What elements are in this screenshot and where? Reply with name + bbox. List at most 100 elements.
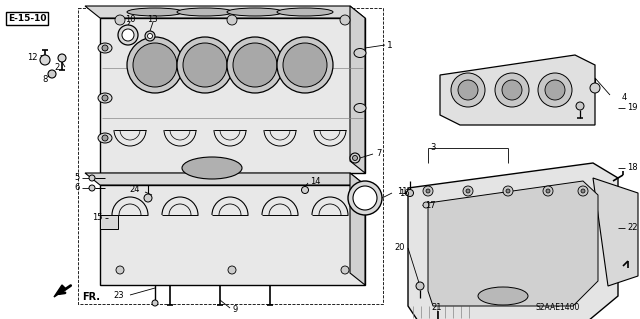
- Text: 11: 11: [397, 188, 408, 197]
- Ellipse shape: [98, 133, 112, 143]
- Text: 2: 2: [54, 63, 60, 72]
- Polygon shape: [85, 173, 365, 185]
- Ellipse shape: [354, 103, 366, 113]
- Text: S2AAE1400: S2AAE1400: [536, 303, 580, 313]
- Polygon shape: [350, 173, 365, 285]
- Text: 20: 20: [394, 243, 405, 253]
- Text: 24: 24: [129, 186, 140, 195]
- Circle shape: [48, 70, 56, 78]
- Circle shape: [102, 95, 108, 101]
- Circle shape: [503, 186, 513, 196]
- Ellipse shape: [354, 48, 366, 57]
- Ellipse shape: [98, 43, 112, 53]
- Circle shape: [423, 202, 429, 208]
- Ellipse shape: [478, 287, 528, 305]
- Circle shape: [152, 300, 158, 306]
- Circle shape: [406, 189, 413, 197]
- Circle shape: [277, 37, 333, 93]
- Circle shape: [40, 55, 50, 65]
- Circle shape: [350, 153, 360, 163]
- Circle shape: [58, 54, 66, 62]
- Text: 10: 10: [125, 16, 135, 25]
- Polygon shape: [408, 163, 618, 319]
- Circle shape: [458, 80, 478, 100]
- Text: 5: 5: [75, 174, 80, 182]
- Circle shape: [118, 25, 138, 45]
- Circle shape: [102, 45, 108, 51]
- Ellipse shape: [127, 8, 183, 16]
- Polygon shape: [440, 55, 595, 125]
- Bar: [100, 215, 118, 229]
- Text: 21: 21: [432, 303, 442, 313]
- Circle shape: [495, 73, 529, 107]
- Circle shape: [423, 186, 433, 196]
- Polygon shape: [350, 6, 365, 173]
- Circle shape: [227, 15, 237, 25]
- Circle shape: [340, 15, 350, 25]
- Circle shape: [89, 185, 95, 191]
- Circle shape: [145, 31, 155, 41]
- Polygon shape: [54, 285, 66, 297]
- Text: 22: 22: [627, 224, 637, 233]
- Ellipse shape: [277, 8, 333, 16]
- Polygon shape: [428, 181, 598, 306]
- Circle shape: [144, 194, 152, 202]
- Text: 19: 19: [627, 102, 637, 112]
- Circle shape: [466, 189, 470, 193]
- Text: 13: 13: [147, 16, 157, 25]
- Circle shape: [122, 29, 134, 41]
- Circle shape: [341, 266, 349, 274]
- Circle shape: [233, 43, 277, 87]
- Ellipse shape: [227, 8, 283, 16]
- Text: 12: 12: [28, 53, 38, 62]
- Circle shape: [147, 33, 152, 39]
- Text: FR.: FR.: [82, 292, 100, 302]
- Circle shape: [183, 43, 227, 87]
- Bar: [100, 18, 365, 173]
- Circle shape: [581, 189, 585, 193]
- Circle shape: [115, 15, 125, 25]
- Circle shape: [543, 186, 553, 196]
- Circle shape: [590, 83, 600, 93]
- Circle shape: [89, 175, 95, 181]
- Circle shape: [576, 102, 584, 110]
- Circle shape: [102, 135, 108, 141]
- Circle shape: [463, 186, 473, 196]
- Text: 18: 18: [627, 162, 637, 172]
- Circle shape: [426, 189, 430, 193]
- Text: 8: 8: [42, 76, 48, 85]
- Ellipse shape: [177, 8, 233, 16]
- Circle shape: [416, 282, 424, 290]
- Circle shape: [283, 43, 327, 87]
- Text: 17: 17: [425, 201, 436, 210]
- Text: 23: 23: [113, 292, 124, 300]
- Circle shape: [451, 73, 485, 107]
- Circle shape: [348, 181, 382, 215]
- Text: 15: 15: [93, 213, 103, 222]
- Circle shape: [578, 186, 588, 196]
- Ellipse shape: [182, 157, 242, 179]
- Circle shape: [301, 187, 308, 194]
- Circle shape: [228, 266, 236, 274]
- Text: 16: 16: [399, 189, 410, 197]
- Circle shape: [177, 37, 233, 93]
- Circle shape: [227, 37, 283, 93]
- Text: 14: 14: [310, 177, 321, 187]
- Text: 9: 9: [232, 306, 237, 315]
- Circle shape: [545, 80, 565, 100]
- Circle shape: [353, 186, 377, 210]
- Circle shape: [506, 189, 510, 193]
- Circle shape: [546, 189, 550, 193]
- Text: E-15-10: E-15-10: [8, 14, 47, 23]
- Text: 3: 3: [430, 144, 436, 152]
- Circle shape: [538, 73, 572, 107]
- Circle shape: [127, 37, 183, 93]
- Text: 4: 4: [622, 93, 627, 101]
- Ellipse shape: [98, 93, 112, 103]
- Circle shape: [133, 43, 177, 87]
- Text: 7: 7: [376, 150, 381, 159]
- Polygon shape: [593, 178, 638, 286]
- Circle shape: [116, 266, 124, 274]
- Circle shape: [502, 80, 522, 100]
- Text: 6: 6: [75, 183, 80, 192]
